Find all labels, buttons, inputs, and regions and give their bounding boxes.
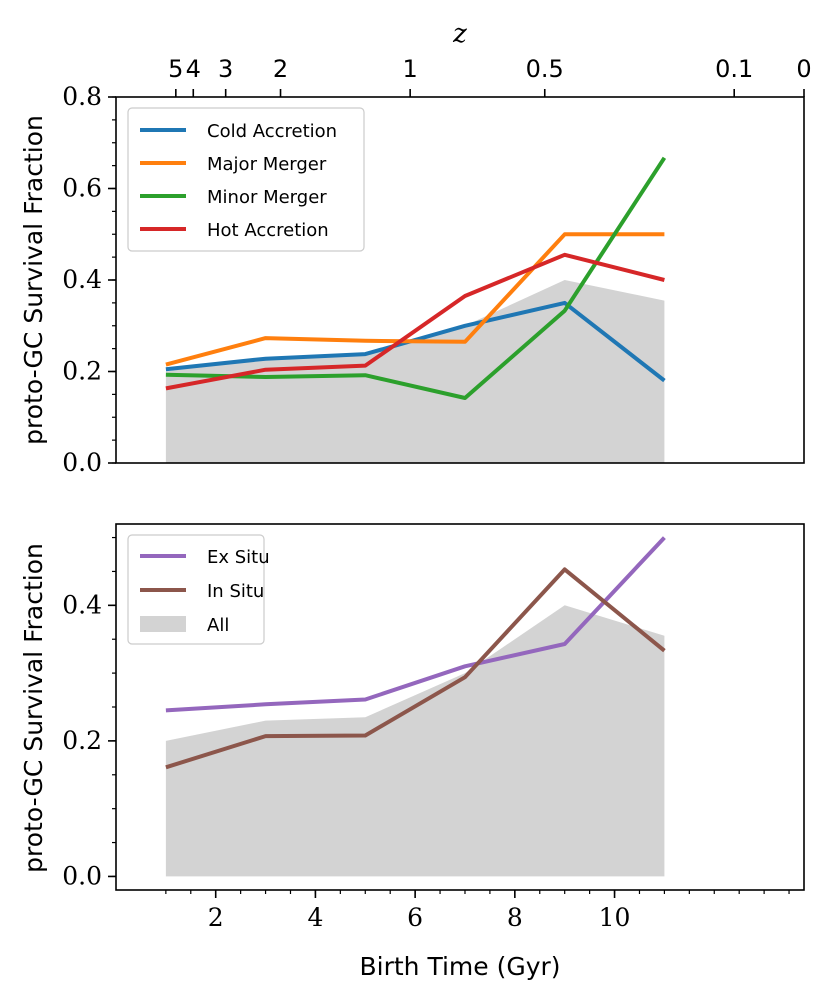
x-tick-label: 8 [507,903,523,932]
z-tick-label: 0.1 [715,55,753,83]
legend-label-all: All [207,615,229,636]
bottom-legend: Ex Situ In Situ All [127,534,270,645]
y-tick-label: 0.6 [62,174,102,203]
bottom-xlabel: Birth Time (Gyr) [359,952,560,981]
y-tick-label: 0.2 [62,357,102,386]
top-legend: Cold Accretion Major Merger Minor Merger… [127,107,365,252]
legend-label-in-situ: In Situ [207,581,264,602]
legend-label-hot-accretion: Hot Accretion [207,220,329,241]
legend-label-minor-merger: Minor Merger [207,187,327,208]
series-line-major-merger [165,232,665,367]
top-secondary-xlabel: z [452,19,467,49]
z-tick-label: 1 [403,55,418,83]
top-legend-box [127,107,365,252]
y-tick-label: 0.4 [62,590,102,619]
x-tick-label: 2 [208,903,224,932]
series-line-ex-situ [165,536,666,713]
fill-area-all [165,280,665,463]
x-tick-label: 4 [307,903,323,932]
z-tick-label: 0 [796,55,811,83]
z-tick-label: 5 [168,55,183,83]
fill-area-all [165,605,665,877]
series-line-in-situ [165,567,666,770]
y-tick-label: 0.0 [62,448,102,477]
legend-label-ex-situ: Ex Situ [207,547,270,568]
y-tick-label: 0.0 [62,861,102,890]
y-tick-label: 0.8 [62,82,102,111]
z-tick-label: 0.5 [526,55,564,83]
legend-label-major-merger: Major Merger [207,154,327,175]
x-tick-label: 10 [599,903,631,932]
legend-label-cold-accretion: Cold Accretion [207,121,337,142]
bottom-ylabel: proto-GC Survival Fraction [19,543,48,873]
series-line-minor-merger [165,156,667,400]
z-tick-label: 4 [186,55,201,83]
z-tick-label: 3 [218,55,233,83]
bottom-panel: 0.0 0.2 0.4 2 4 6 8 10 proto-GC Survival Fract… [19,523,805,981]
z-tick-label: 2 [273,55,288,83]
y-tick-label: 0.4 [62,265,102,294]
x-tick-label: 6 [407,903,423,932]
legend-swatch-all [140,616,186,632]
y-tick-label: 0.2 [62,726,102,755]
series-line-hot-accretion [165,252,665,391]
top-panel: 0.0 0.2 0.4 0.6 0.8 5 4 3 2 1 0.5 0.1 0 z proto-GC … [19,19,812,477]
top-ylabel: proto-GC Survival Fraction [19,115,48,445]
